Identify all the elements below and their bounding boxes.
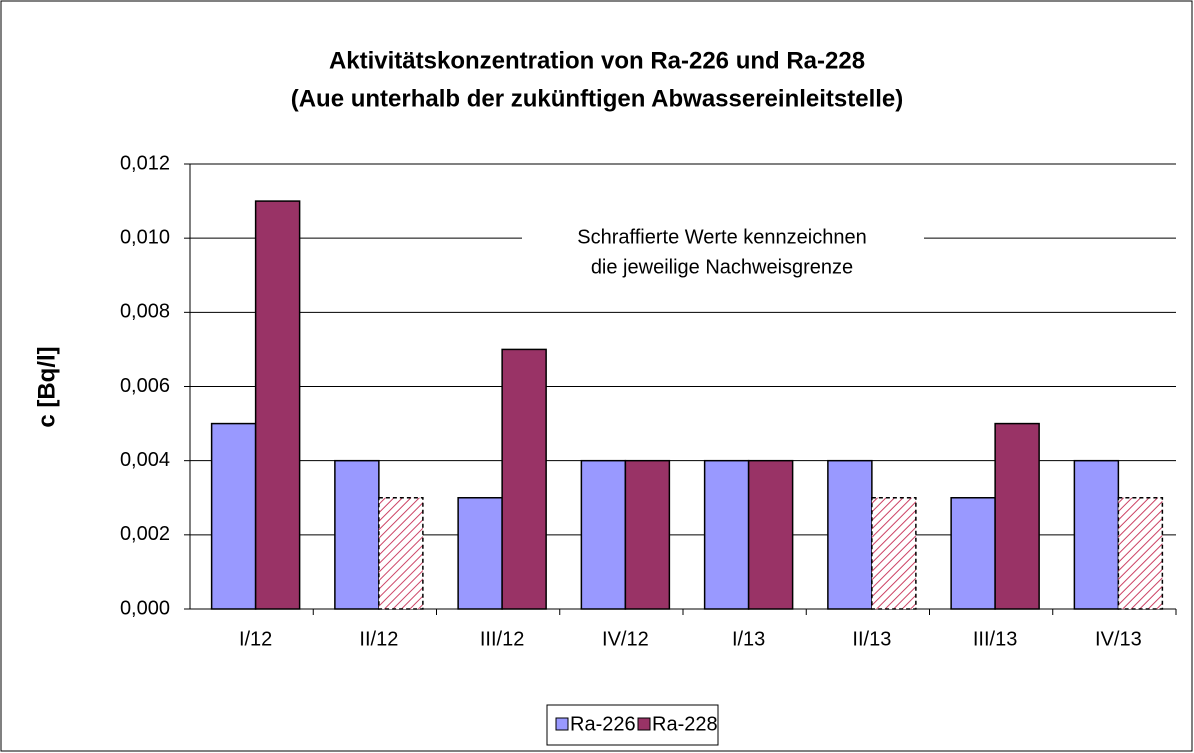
bar [950, 497, 996, 610]
y-tick-label: 0,008 [120, 301, 170, 323]
x-tick-label: III/13 [973, 628, 1017, 650]
y-axis-label: c [Bq/l] [33, 346, 60, 427]
legend-label: Ra-226 [570, 713, 636, 735]
x-tick-label: I/13 [732, 628, 765, 650]
y-tick-label: 0,002 [120, 523, 170, 545]
bar [703, 459, 750, 610]
bar [1117, 497, 1164, 610]
legend-swatch [637, 717, 651, 731]
bar [624, 459, 671, 610]
y-tick-label: 0,006 [120, 375, 170, 397]
y-tick-label: 0,010 [120, 226, 170, 248]
annotation: die jeweilige Nachweisgrenze [591, 256, 853, 278]
bar [254, 200, 301, 610]
legend-box [546, 704, 719, 746]
chart-title: (Aue unterhalb der zukünftigen Abwassere… [291, 85, 904, 112]
chart-title: Aktivitätskonzentration von Ra-226 und R… [329, 47, 865, 74]
x-tick-label: IV/12 [602, 628, 649, 650]
bar [747, 459, 794, 610]
bar [871, 497, 917, 610]
x-tick-label: IV/13 [1095, 628, 1142, 650]
x-tick-label: II/13 [852, 628, 891, 650]
bar [501, 348, 547, 610]
x-tick-label: I/12 [239, 628, 272, 650]
bar [378, 497, 424, 610]
bar [334, 459, 380, 610]
legend-label: Ra-228 [652, 713, 718, 735]
x-tick-label: III/12 [480, 628, 524, 650]
y-tick-label: 0,012 [120, 152, 170, 174]
x-tick-label: II/12 [359, 628, 398, 650]
y-tick-label: 0,004 [120, 449, 170, 471]
bar [827, 459, 873, 610]
bar [994, 422, 1040, 610]
bar [1073, 459, 1120, 610]
y-tick-label: 0,000 [120, 597, 170, 619]
annotation: Schraffierte Werte kennzeichnen [577, 226, 866, 248]
annotation-bg [522, 222, 924, 284]
legend-swatch [555, 717, 569, 731]
bar [580, 459, 627, 610]
bar [210, 422, 257, 610]
bar [457, 497, 503, 610]
